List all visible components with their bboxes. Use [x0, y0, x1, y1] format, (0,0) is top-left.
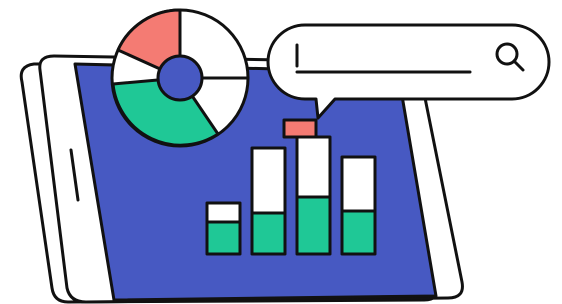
bar-cap [284, 120, 316, 137]
bar-bottom [252, 213, 285, 254]
bar-top [252, 148, 285, 213]
bar-bottom [207, 222, 240, 254]
page: {} [0, 0, 562, 304]
bar-top [297, 137, 330, 197]
donut-hole [158, 56, 202, 100]
bar-top [342, 157, 375, 211]
bar-top [207, 203, 240, 222]
illustration [0, 0, 562, 304]
bar-bottom [297, 197, 330, 254]
bar-bottom [342, 211, 375, 254]
donut-chart [112, 10, 248, 146]
